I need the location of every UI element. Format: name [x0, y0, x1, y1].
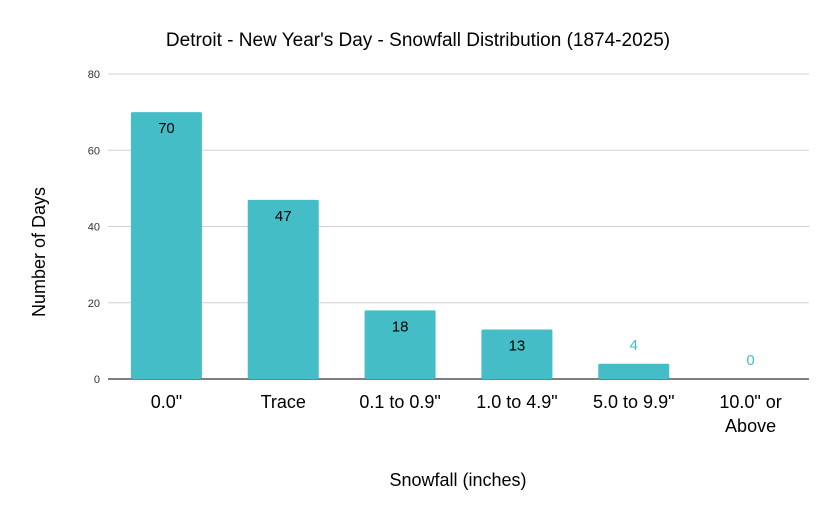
- x-tick-label: 0.0": [151, 392, 182, 412]
- data-label: 47: [275, 208, 292, 225]
- bar: [364, 310, 436, 379]
- gridlines: [108, 73, 809, 380]
- y-tick-label: 60: [88, 145, 100, 157]
- y-axis-label: Number of Days: [29, 187, 49, 317]
- data-label: 0: [746, 352, 754, 369]
- bar: [130, 112, 202, 379]
- x-tick-label: Trace: [261, 392, 306, 412]
- y-tick-labels: 0 20 40 60 80: [88, 69, 100, 386]
- chart-title: Detroit - New Year's Day - Snowfall Dist…: [166, 30, 670, 51]
- x-tick-labels: 0.0" Trace 0.1 to 0.9" 1.0 to 4.9" 5.0 to 9.…: [151, 392, 782, 436]
- data-label: 4: [630, 337, 638, 354]
- x-tick-label: 1.0 to 4.9": [476, 392, 557, 412]
- data-label: 13: [509, 337, 526, 354]
- x-tick-label: 5.0 to 9.9": [593, 392, 674, 412]
- bar: [598, 363, 670, 379]
- x-tick-label: 10.0" or: [719, 392, 781, 412]
- y-tick-label: 80: [88, 69, 100, 81]
- bars: [130, 112, 670, 379]
- x-tick-label: Above: [725, 416, 776, 436]
- x-axis-label: Snowfall (inches): [389, 470, 526, 490]
- x-tick-label: 0.1 to 0.9": [359, 392, 440, 412]
- data-label: 18: [392, 318, 409, 335]
- y-tick-label: 20: [88, 298, 100, 310]
- data-label: 70: [158, 120, 175, 137]
- bar: [247, 199, 319, 379]
- bar: [481, 329, 553, 379]
- data-labels: 70 47 18 13 4 0: [158, 120, 755, 369]
- y-tick-label: 0: [94, 374, 100, 386]
- y-tick-label: 40: [88, 222, 100, 234]
